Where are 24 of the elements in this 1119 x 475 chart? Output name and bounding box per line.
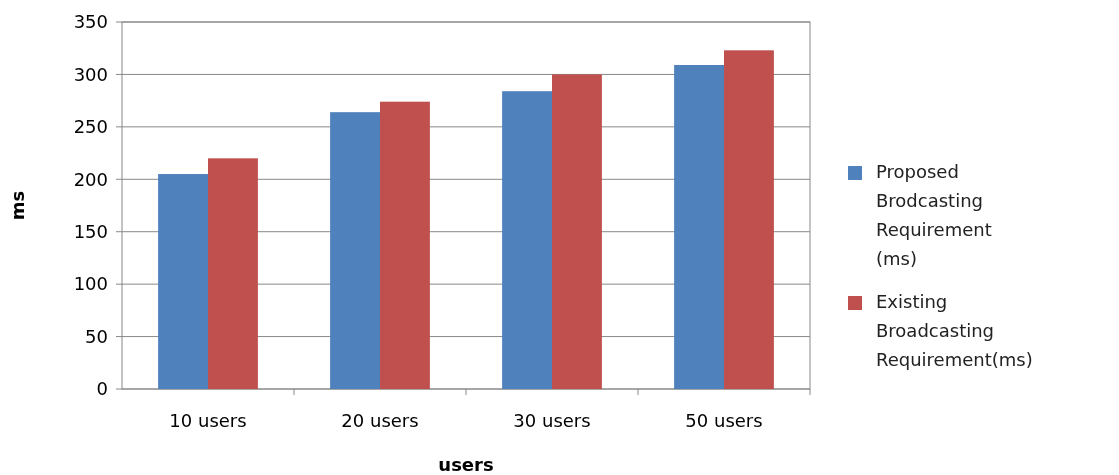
- y-tick-label: 300: [73, 63, 108, 85]
- y-tick-label: 100: [73, 273, 108, 295]
- bar: [502, 91, 552, 389]
- y-tick-label: 350: [73, 11, 108, 33]
- y-axis-title: ms: [7, 190, 28, 221]
- x-tick-label: 30 users: [513, 410, 591, 431]
- bar: [208, 158, 258, 389]
- y-tick-label: 250: [73, 116, 108, 138]
- y-tick-label: 0: [96, 378, 108, 400]
- y-tick-label: 200: [73, 168, 108, 190]
- y-tick-label: 150: [73, 221, 108, 243]
- legend-label: Existing Broadcasting Requirement(ms): [876, 291, 1033, 370]
- x-tick-label: 10 users: [169, 410, 247, 431]
- y-tick-label: 50: [85, 325, 108, 347]
- bar: [674, 64, 724, 389]
- x-tick-label: 50 users: [685, 410, 763, 431]
- bar: [380, 101, 430, 389]
- x-axis-title: users: [438, 454, 494, 475]
- bar: [158, 174, 208, 389]
- bar: [330, 112, 380, 389]
- x-tick-label: 20 users: [341, 410, 419, 431]
- legend-label: Proposed Brodcasting Requirement (ms): [876, 161, 992, 269]
- bar: [552, 74, 602, 389]
- bar: [724, 50, 774, 389]
